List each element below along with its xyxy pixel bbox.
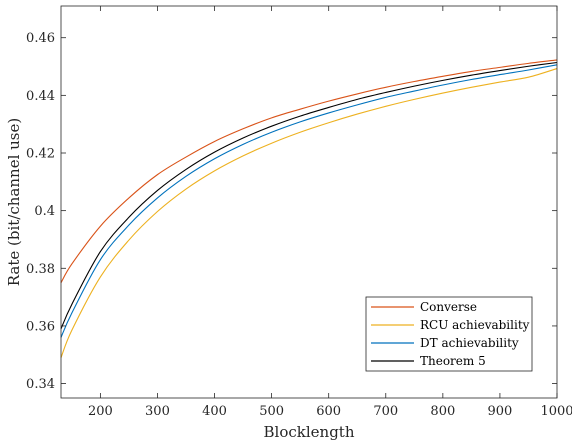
legend-label: Theorem 5 [420,354,486,368]
x-axis-label: Blocklength [264,423,355,441]
x-tick-label: 400 [202,404,227,419]
legend-box [365,296,533,372]
y-tick-label: 0.38 [26,262,55,277]
plot-frame [60,5,558,399]
y-tick-label: 0.34 [26,377,55,392]
legend: Converse RCU achievability DT achievabilit… [365,296,533,372]
ticks-layer: 200 300 400 500 600 700 800 900 1000 0.34 0.36 0.38… [26,6,572,419]
y-tick-label: 0.36 [26,319,55,334]
x-tick-label: 700 [373,404,398,419]
y-tick-label: 0.42 [26,147,55,162]
x-tick-label: 600 [316,404,341,419]
series-line-dt-achievability [60,64,558,338]
y-tick-label: 0.46 [26,31,55,46]
x-tick-label: 300 [145,404,170,419]
series-line-rcu-achievability [60,68,558,358]
y-tick-label: 0.4 [34,204,55,219]
y-tick-label: 0.44 [26,89,55,104]
series-line-theorem-5 [60,61,558,330]
x-tick-label: 500 [259,404,284,419]
x-tick-label: 1000 [540,404,572,419]
legend-label: Converse [420,300,477,314]
legend-entries: Converse RCU achievability DT achievabilit… [371,300,530,368]
y-axis-label: Rate (bit/channel use) [5,118,23,286]
series-layer [60,59,558,358]
series-line-converse [60,59,558,283]
x-tick-label: 800 [430,404,455,419]
x-tick-label: 200 [88,404,113,419]
x-tick-label: 900 [488,404,513,419]
legend-label: DT achievability [420,336,519,350]
legend-label: RCU achievability [420,318,530,332]
